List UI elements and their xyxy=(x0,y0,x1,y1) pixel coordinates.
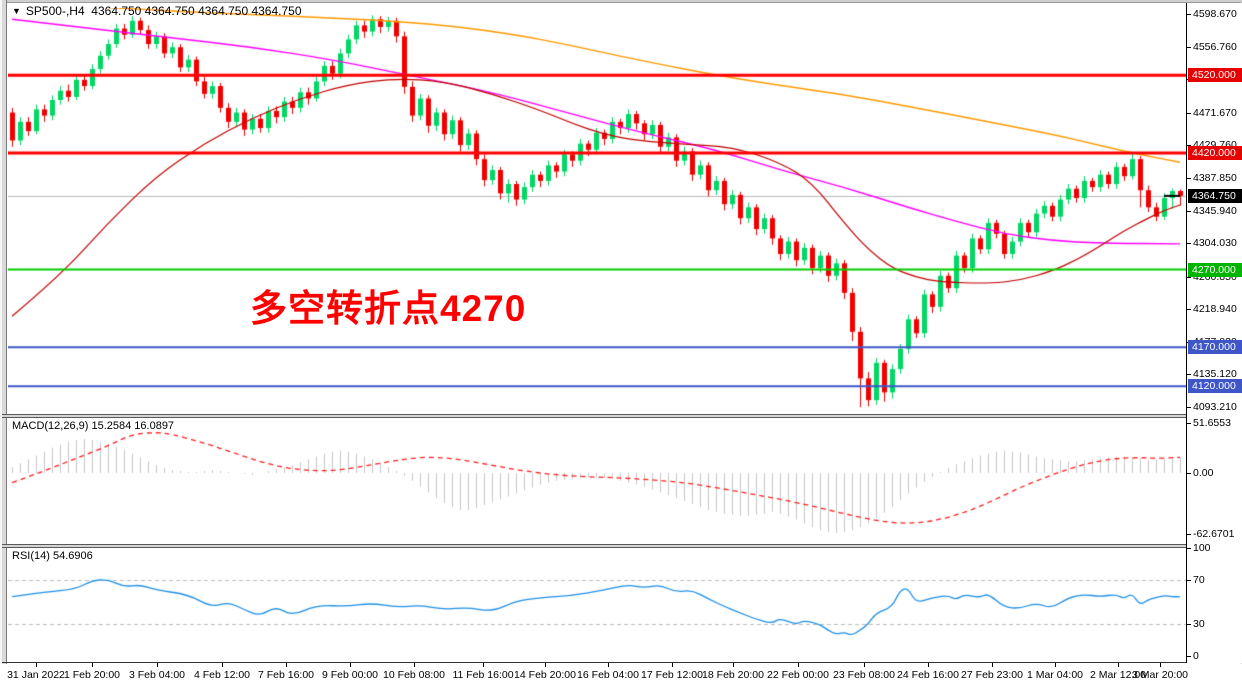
axis-tick-mark xyxy=(1186,407,1191,408)
time-axis-label: 16 Feb 04:00 xyxy=(577,669,639,681)
price-axis-label: 4304.030 xyxy=(1193,237,1237,250)
time-tick-mark xyxy=(672,663,673,667)
time-axis-label: 31 Jan 2022 xyxy=(7,669,65,681)
axis-tick-mark xyxy=(1186,211,1191,212)
rsi-panel-canvas[interactable] xyxy=(8,548,1186,662)
rsi-axis-label: 0 xyxy=(1193,649,1199,662)
time-tick-mark xyxy=(483,663,484,667)
chart-ohlc-quotes: 4364.750 4364.750 4364.750 4364.750 xyxy=(91,4,302,18)
window-left-highlight xyxy=(0,0,2,688)
price-axis xyxy=(1187,3,1242,663)
time-tick-mark xyxy=(545,663,546,667)
price-axis-label: 4218.940 xyxy=(1193,303,1237,316)
price-axis-label: 4598.670 xyxy=(1193,8,1237,20)
price-axis-label: 4556.760 xyxy=(1193,40,1237,53)
time-axis-separator xyxy=(2,662,1242,663)
time-tick-mark xyxy=(928,663,929,667)
axis-tick-mark xyxy=(1186,309,1191,310)
axis-tick-mark xyxy=(1186,534,1191,535)
price-level-badge: 4420.000 xyxy=(1188,145,1242,160)
panel-separator[interactable] xyxy=(2,414,1242,418)
macd-indicator-label: MACD(12,26,9) 15.2584 16.0897 xyxy=(12,420,175,432)
macd-axis-label: -62.6701 xyxy=(1193,527,1235,540)
time-tick-mark xyxy=(414,663,415,667)
time-tick-mark xyxy=(864,663,865,667)
time-axis-label: 3 Mar 20:00 xyxy=(1131,669,1189,681)
time-tick-mark xyxy=(36,663,37,667)
time-axis-label: 4 Feb 12:00 xyxy=(193,669,251,681)
price-axis-border xyxy=(1186,3,1187,663)
time-axis-label: 17 Feb 12:00 xyxy=(641,669,703,681)
rsi-axis-label: 30 xyxy=(1193,617,1205,630)
time-tick-mark xyxy=(798,663,799,667)
time-axis-label: 1 Mar 04:00 xyxy=(1026,669,1084,681)
price-axis-label: 4387.850 xyxy=(1193,171,1237,184)
price-level-badge: 4520.000 xyxy=(1188,68,1242,83)
time-axis-label: 9 Feb 00:00 xyxy=(321,669,379,681)
time-axis-label: 2 Mar 12:00 xyxy=(1089,669,1147,681)
axis-tick-mark xyxy=(1186,277,1191,278)
time-tick-mark xyxy=(1118,663,1119,667)
window-left-gutter xyxy=(0,0,7,688)
axis-tick-mark xyxy=(1186,423,1191,424)
window-top-edge xyxy=(0,0,1242,3)
time-axis-label: 18 Feb 20:00 xyxy=(702,669,764,681)
price-level-badge: 4120.000 xyxy=(1188,379,1242,394)
rsi-axis-label: 70 xyxy=(1193,574,1205,587)
time-axis-label: 27 Feb 23:00 xyxy=(961,669,1023,681)
rsi-indicator-label: RSI(14) 54.6906 xyxy=(12,550,93,562)
rsi-axis-label: 100 xyxy=(1193,542,1211,554)
axis-tick-mark xyxy=(1186,243,1191,244)
price-axis-label: 4093.210 xyxy=(1193,400,1237,413)
time-axis: 31 Jan 2022 1 Feb 20:00 3 Feb 04:00 4 Feb 1… xyxy=(0,663,1242,688)
time-axis-label: 10 Feb 08:00 xyxy=(383,669,445,681)
time-tick-mark xyxy=(286,663,287,667)
chart-annotation-text: 多空转折点4270 xyxy=(250,288,527,329)
axis-tick-mark xyxy=(1186,580,1191,581)
axis-tick-mark xyxy=(1186,113,1191,114)
time-axis-label: 23 Feb 08:00 xyxy=(833,669,895,681)
price-axis-label: 4471.670 xyxy=(1193,106,1237,119)
current-price-badge: 4364.750 xyxy=(1188,188,1242,203)
axis-tick-mark xyxy=(1186,178,1191,179)
axis-tick-mark xyxy=(1186,47,1191,48)
time-tick-mark xyxy=(157,663,158,667)
macd-panel-canvas[interactable] xyxy=(8,418,1186,544)
time-tick-mark xyxy=(350,663,351,667)
axis-tick-mark xyxy=(1186,473,1191,474)
price-level-badge: 4270.000 xyxy=(1188,262,1242,277)
panel-separator[interactable] xyxy=(2,544,1242,548)
time-tick-mark xyxy=(222,663,223,667)
axis-tick-mark xyxy=(1186,374,1191,375)
time-axis-label: 22 Feb 00:00 xyxy=(767,669,829,681)
time-axis-label: 14 Feb 20:00 xyxy=(514,669,576,681)
macd-axis-label: 51.6553 xyxy=(1193,416,1231,429)
time-axis-label: 11 Feb 16:00 xyxy=(452,669,514,681)
chart-title: ▼ SP500-,H4 4364.750 4364.750 4364.750 43… xyxy=(12,4,302,18)
time-axis-label: 7 Feb 16:00 xyxy=(257,669,315,681)
price-chart-canvas[interactable] xyxy=(8,8,1186,414)
time-axis-label: 1 Feb 20:00 xyxy=(63,669,121,681)
time-tick-mark xyxy=(608,663,609,667)
symbol-dropdown-icon[interactable]: ▼ xyxy=(12,6,21,16)
axis-tick-mark xyxy=(1186,14,1191,15)
price-axis-label: 4135.120 xyxy=(1193,368,1237,381)
time-axis-label: 3 Feb 04:00 xyxy=(128,669,186,681)
time-axis-label: 24 Feb 16:00 xyxy=(897,669,959,681)
axis-tick-mark xyxy=(1186,548,1191,549)
time-tick-mark xyxy=(733,663,734,667)
axis-tick-mark xyxy=(1186,145,1191,146)
time-tick-mark xyxy=(1055,663,1056,667)
axis-tick-mark xyxy=(1186,624,1191,625)
macd-axis-label: 0.00 xyxy=(1193,466,1214,479)
price-level-badge: 4170.000 xyxy=(1188,340,1242,355)
time-tick-mark xyxy=(1160,663,1161,667)
chart-symbol-timeframe: SP500-,H4 xyxy=(25,4,85,18)
time-tick-mark xyxy=(92,663,93,667)
time-tick-mark xyxy=(992,663,993,667)
axis-tick-mark xyxy=(1186,656,1191,657)
price-axis-label: 4345.940 xyxy=(1193,204,1237,217)
